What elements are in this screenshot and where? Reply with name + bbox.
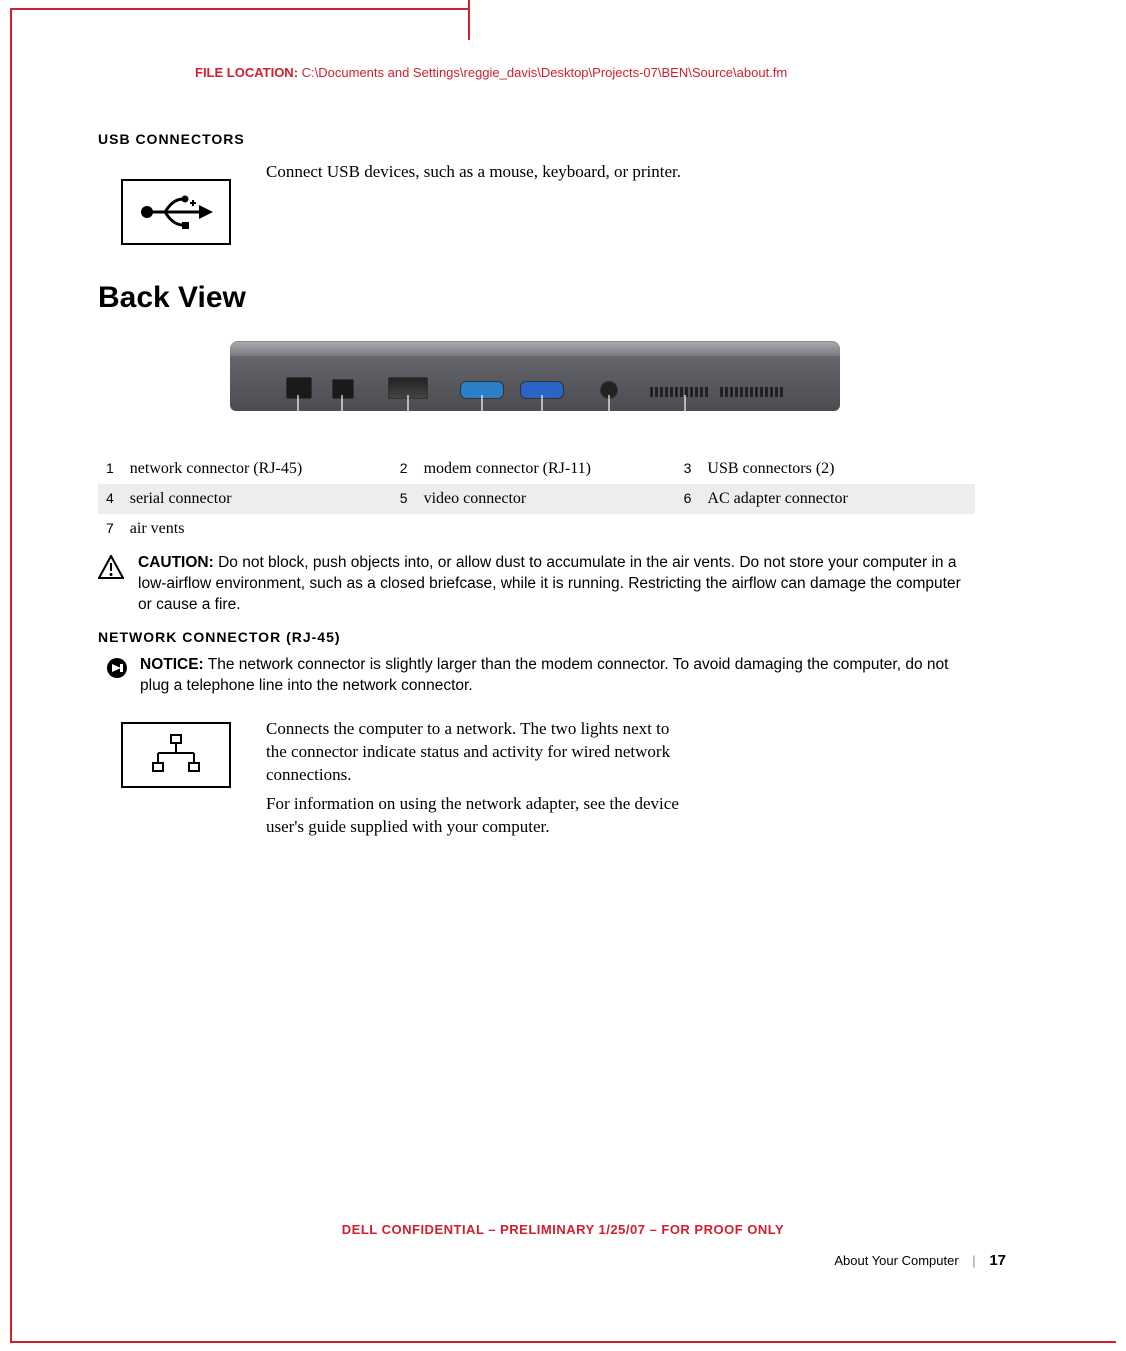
legend-num: 6	[676, 484, 700, 514]
callout-4: 4	[478, 427, 485, 442]
callout-7: 7	[681, 427, 688, 442]
footer-sep: |	[972, 1253, 975, 1268]
network-para1: Connects the computer to a network. The …	[266, 718, 686, 787]
legend-num: 1	[98, 454, 122, 484]
notice-text: NOTICE: The network connector is slightl…	[140, 655, 978, 697]
footer-page-info: About Your Computer | 17	[834, 1252, 1006, 1269]
legend-num: 2	[392, 454, 416, 484]
crop-mark-left	[10, 8, 12, 1343]
network-connector-heading: NETWORK CONNECTOR (RJ-45)	[98, 629, 341, 645]
legend-text: USB connectors (2)	[699, 454, 975, 484]
table-row: 1 network connector (RJ-45) 2 modem conn…	[98, 454, 975, 484]
legend-text: air vents	[122, 514, 392, 544]
callout-5: 5	[538, 427, 545, 442]
legend-text: serial connector	[122, 484, 392, 514]
footer-section: About Your Computer	[834, 1253, 958, 1268]
legend-text: modem connector (RJ-11)	[416, 454, 676, 484]
caution-text: CAUTION: Do not block, push objects into…	[138, 553, 978, 616]
network-para2: For information on using the network ada…	[266, 793, 686, 839]
legend-num: 4	[98, 484, 122, 514]
table-row: 7 air vents	[98, 514, 975, 544]
file-location: FILE LOCATION: C:\Documents and Settings…	[195, 65, 787, 80]
crop-mark-bottom	[10, 1341, 1116, 1343]
notice-lead: NOTICE:	[140, 656, 204, 673]
footer-confidential: DELL CONFIDENTIAL – PRELIMINARY 1/25/07 …	[0, 1222, 1126, 1237]
usb-description: Connect USB devices, such as a mouse, ke…	[266, 162, 681, 182]
callout-3: 3	[404, 427, 411, 442]
crop-mark-top	[10, 8, 468, 10]
legend-text: network connector (RJ-45)	[122, 454, 392, 484]
caution-body: Do not block, push objects into, or allo…	[138, 554, 961, 613]
legend-num: 5	[392, 484, 416, 514]
caution-block: CAUTION: Do not block, push objects into…	[98, 553, 978, 616]
caution-lead: CAUTION:	[138, 554, 214, 571]
table-row: 4 serial connector 5 video connector 6 A…	[98, 484, 975, 514]
network-icon	[121, 722, 231, 788]
legend-text: AC adapter connector	[699, 484, 975, 514]
notice-icon	[106, 657, 128, 679]
network-description: Connects the computer to a network. The …	[266, 718, 686, 839]
crop-mark-tick	[468, 0, 470, 40]
back-view-heading: Back View	[98, 281, 246, 315]
legend-table: 1 network connector (RJ-45) 2 modem conn…	[98, 454, 975, 544]
file-location-path: C:\Documents and Settings\reggie_davis\D…	[302, 65, 788, 80]
callout-2: 2	[338, 427, 345, 442]
legend-text: video connector	[416, 484, 676, 514]
callout-1: 1	[294, 427, 301, 442]
legend-num: 7	[98, 514, 122, 544]
caution-icon	[98, 555, 124, 579]
file-location-label: FILE LOCATION:	[195, 65, 298, 80]
notice-block: NOTICE: The network connector is slightl…	[98, 655, 978, 697]
laptop-back-illustration	[230, 341, 840, 411]
footer-page-number: 17	[989, 1252, 1006, 1269]
usb-icon	[121, 179, 231, 245]
usb-connectors-heading: USB CONNECTORS	[98, 131, 245, 147]
callout-6: 6	[605, 427, 612, 442]
notice-body: The network connector is slightly larger…	[140, 656, 948, 694]
legend-num: 3	[676, 454, 700, 484]
